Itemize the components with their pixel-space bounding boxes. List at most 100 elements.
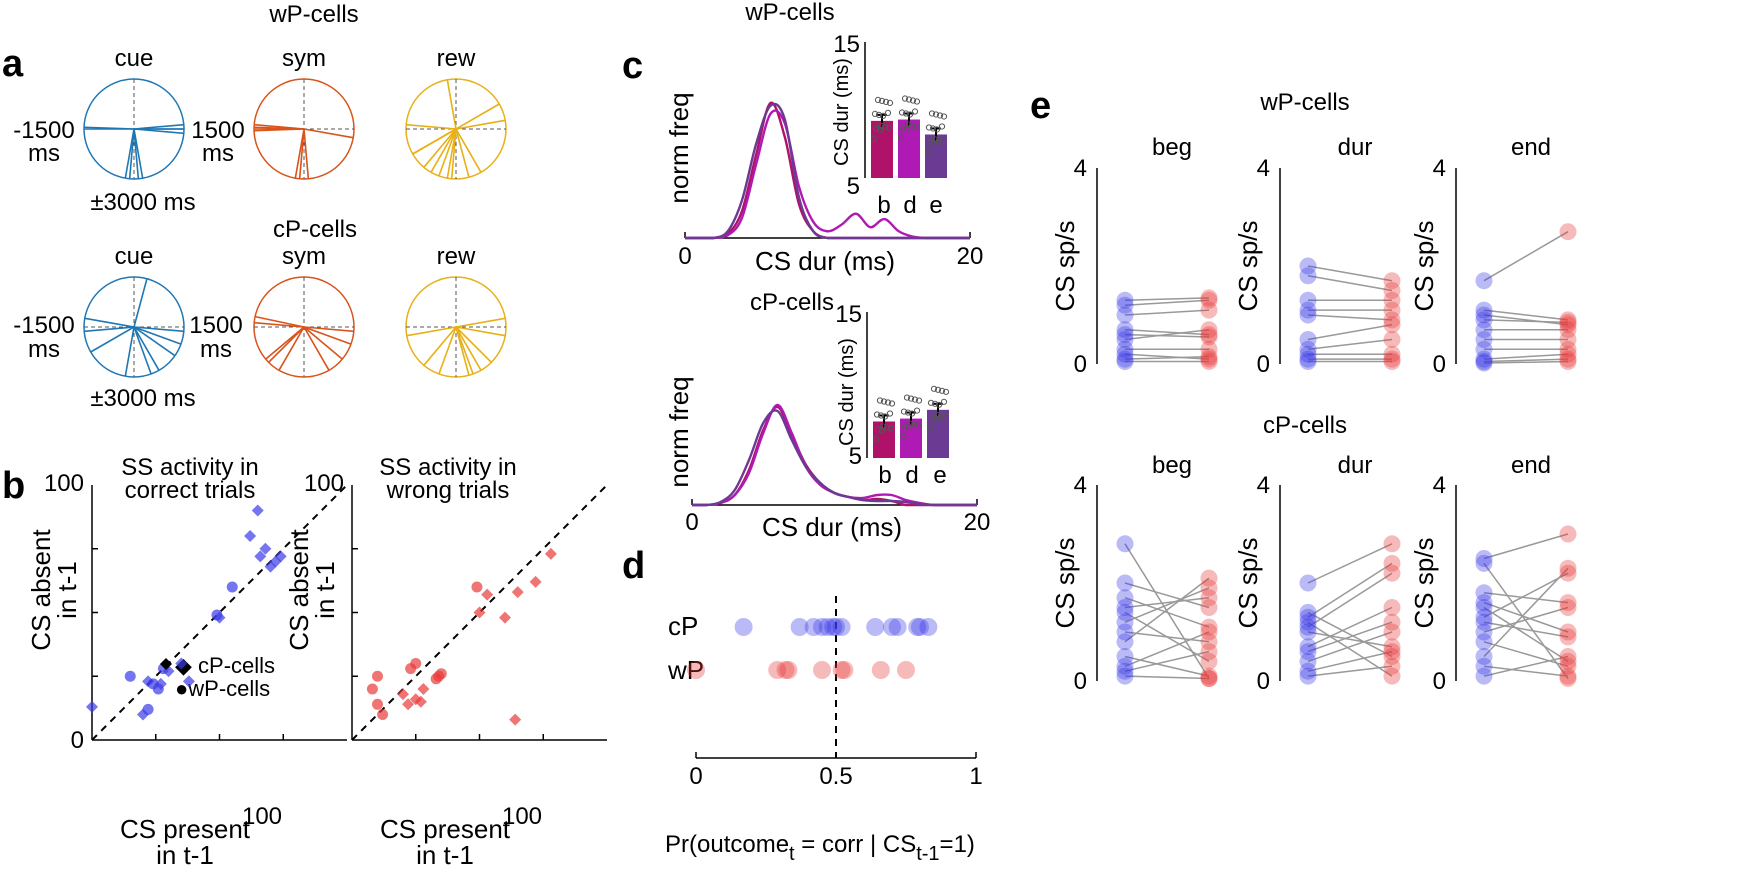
d-xlabel-sub1: t — [789, 843, 795, 865]
e-cp-dur-after-8 — [1383, 623, 1401, 641]
e-cp-end-after-4 — [1559, 652, 1577, 670]
e-wp-beg-before-6 — [1116, 340, 1134, 358]
e-wp-beg-before-7 — [1116, 345, 1134, 363]
c-cp-inset-dot-b-7 — [887, 425, 895, 432]
e-wp-beg-after-3 — [1200, 326, 1218, 344]
c-cp-inset-dot-b-10 — [874, 426, 882, 433]
e-cp-end-after-1 — [1559, 670, 1577, 688]
d-cp-point-0 — [734, 618, 753, 636]
b-correct-cp-point-4 — [182, 675, 195, 688]
e-wp-beg-ylabel: CS sp/s — [1050, 220, 1080, 311]
c-cp-inset-dot-b-3 — [876, 397, 884, 404]
b-wrong-cp-point-8 — [511, 586, 524, 599]
e-cp-dur-after-0 — [1383, 535, 1401, 553]
e-wp-beg-pair-line-2 — [1124, 309, 1210, 316]
e-cp-end-after-5 — [1559, 564, 1577, 582]
c-cp-inset-dot-e-0 — [926, 424, 934, 431]
c-wp-density-e — [684, 102, 970, 240]
polar-wp-rew-ray-10 — [455, 103, 500, 130]
c-wp-inset-dot-d-3 — [901, 95, 909, 102]
a-cp-bottom-tick: ±3000 ms — [90, 385, 195, 412]
b-left-title-1: SS activity in — [121, 454, 258, 481]
e-cp-end-title: end — [1511, 452, 1551, 479]
panel-c-label: c — [622, 45, 643, 87]
e-cp-end-before-3 — [1475, 594, 1493, 612]
c-wp-inset-dot-e-13 — [930, 140, 938, 147]
b-left-ylabel-2: in t-1 — [52, 561, 82, 619]
e-cp-beg-after-11 — [1200, 670, 1218, 688]
e-wp-beg-tick-0: 0 — [1074, 351, 1087, 378]
e-cp-beg-before-5 — [1116, 613, 1134, 631]
b-wrong-wp-point-3 — [377, 709, 389, 720]
e-wp-beg-before-4 — [1116, 326, 1134, 344]
c-wp-inset-dot-d-0 — [897, 134, 905, 141]
e-cp-beg-before-6 — [1116, 623, 1134, 641]
a-mid-title: cP-cells — [273, 216, 357, 243]
c-wp-bar-b-label: b — [877, 192, 890, 219]
e-wp-beg-before-0 — [1116, 291, 1134, 309]
e-wp-beg-before-1 — [1116, 296, 1134, 314]
c-wp-title: wP-cells — [744, 0, 834, 26]
d-xlabel-mid: = corr | CS — [795, 831, 917, 858]
e-cp-dur-pair-line-0 — [1307, 543, 1393, 584]
b-left-xlabel-1: CS present — [120, 814, 251, 844]
polar-cp-sym-ray-4 — [278, 326, 305, 371]
e-cp-beg-before-9 — [1116, 657, 1134, 675]
c-cp-inset-dot-b-11 — [881, 413, 889, 420]
polar-cp-cue-ray-6 — [90, 326, 135, 353]
c-wp-inset-tick-15: 15 — [833, 31, 860, 58]
b-left-xtick-100: 100 — [242, 803, 282, 830]
e-cp-beg-tick-0: 0 — [1074, 668, 1087, 695]
b-wrong-wp-point-1 — [372, 698, 383, 710]
e-cp-end-pair-line-8 — [1483, 641, 1569, 668]
e-wp-end-after-5 — [1559, 331, 1577, 348]
e-cp-beg-pair-line-2 — [1124, 596, 1210, 628]
b-right-ylabel-1: CS absent — [284, 529, 314, 651]
c-cp-inset-dot-b-8 — [877, 412, 885, 419]
e-wp-dur-after-7 — [1383, 345, 1401, 363]
c-wp-inset-dot-e-12 — [940, 113, 948, 120]
e-cp-dur-pair-line-7 — [1307, 621, 1393, 653]
e-wp-dur-after-6 — [1383, 331, 1401, 348]
e-cp-beg-title: beg — [1152, 452, 1192, 479]
polar-cp-sym-ray-7 — [254, 321, 305, 328]
polar-wp-cue-ray-6 — [124, 128, 135, 179]
b-right-title-1: SS activity in — [379, 454, 516, 481]
d-row-wp: wP — [667, 655, 704, 685]
c-wp-inset-dot-b-13 — [876, 126, 884, 133]
e-wp-dur-pair-line-0 — [1307, 265, 1393, 282]
e-cp-beg-before-0 — [1116, 535, 1134, 553]
e-wp-dur-before-6 — [1299, 340, 1317, 358]
e-cp-end-before-2 — [1475, 584, 1493, 602]
c-cp-inset-dot-e-3 — [930, 385, 938, 392]
c-cp-inset-dot-e-1 — [933, 411, 941, 418]
b-wrong-cp-point-2 — [414, 695, 427, 708]
e-cp-beg-before-2 — [1116, 589, 1134, 607]
e-cp-dur-after-2 — [1383, 554, 1401, 572]
e-cp-dur-after-7 — [1383, 613, 1401, 631]
d-cp-point-12 — [911, 618, 929, 636]
e-cp-beg-pair-line-7 — [1124, 577, 1210, 643]
polar-cp-cue-ray-1 — [133, 326, 182, 345]
e-cp-dur-before-0 — [1299, 574, 1317, 592]
e-wp-beg-pair-line-7 — [1124, 353, 1210, 360]
e-cp-beg-pair-line-5 — [1124, 587, 1210, 623]
e-wp-beg-after-1 — [1200, 291, 1218, 309]
a-wp-left-unit: ms — [28, 140, 60, 167]
e-cp-dur-before-3 — [1299, 613, 1317, 631]
e-wp-beg-pair-line-1 — [1124, 299, 1210, 306]
c-wp-inset-dot-e-5 — [925, 124, 933, 131]
polar-cp-cue-ray-3 — [133, 326, 160, 371]
polar-wp-cue-ray-4 — [133, 128, 140, 179]
e-wp-dur-before-1 — [1299, 267, 1317, 285]
b-correct-cp-point-12 — [264, 560, 277, 573]
e-wp-end-pair-line-8 — [1483, 358, 1569, 363]
e-cp-beg-pair-line-9 — [1124, 631, 1210, 667]
e-wp-dur-ylabel: CS sp/s — [1233, 220, 1263, 311]
e-cp-end-after-0 — [1559, 525, 1577, 543]
c-wp-inset-dot-b-8 — [875, 111, 883, 118]
polar-cp-rew-ray-4 — [455, 326, 470, 376]
e-cp-end-pair-line-9 — [1483, 567, 1569, 658]
e-cp-end-pair-line-7 — [1483, 606, 1569, 633]
e-wp-dur-before-7 — [1299, 345, 1317, 363]
